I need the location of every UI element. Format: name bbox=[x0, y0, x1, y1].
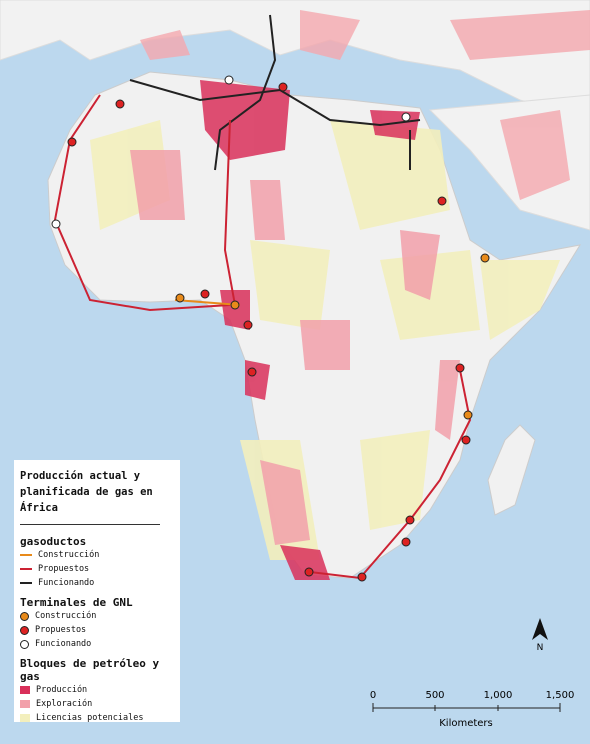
legend-item: Exploración bbox=[20, 697, 174, 711]
pipelines bbox=[53, 14, 472, 580]
scale-label: 1,000 bbox=[484, 690, 513, 701]
legend-item: Funcionando bbox=[20, 576, 174, 590]
north-arrow: N bbox=[532, 618, 548, 653]
legend-item: Propuestos bbox=[20, 562, 174, 576]
legend-item: Construcción bbox=[20, 548, 174, 562]
scale-label: 0 bbox=[370, 690, 376, 701]
legend-item: Funcionando bbox=[20, 637, 174, 651]
lng-terminals bbox=[51, 75, 490, 582]
legend-label: Propuestos bbox=[38, 564, 90, 574]
legend-label: Construcción bbox=[35, 611, 97, 621]
legend-heading: Bloques de petróleo y gas bbox=[20, 657, 160, 683]
scale-unit: Kilometers bbox=[439, 718, 493, 729]
madagascar bbox=[487, 424, 536, 516]
legend-label: Producción bbox=[36, 685, 88, 695]
scale-bar bbox=[372, 703, 561, 712]
legend-heading: gasoductos bbox=[20, 535, 87, 548]
legend-item: Licencias potenciales bbox=[20, 711, 174, 725]
legend-title: Producción actual y planificada de gas e… bbox=[20, 470, 153, 514]
legend-label: Licencias potenciales bbox=[36, 713, 144, 723]
scale-label: 500 bbox=[425, 690, 444, 701]
legend-label: Propuestos bbox=[35, 625, 87, 635]
scale-label: 1,500 bbox=[546, 690, 575, 701]
legend-heading: Terminales de GNL bbox=[20, 596, 133, 609]
legend-label: Construcción bbox=[38, 550, 100, 560]
europe-blocks bbox=[140, 10, 590, 200]
legend-item: Producción bbox=[20, 683, 174, 697]
exploration-blocks bbox=[130, 150, 460, 545]
legend-label: Funcionando bbox=[35, 639, 92, 649]
legend-label: Funcionando bbox=[38, 578, 95, 588]
legend-label: Exploración bbox=[36, 699, 93, 709]
legend-item: Propuestos bbox=[20, 623, 174, 637]
legend: Producción actual y planificada de gas e… bbox=[14, 460, 180, 725]
legend-item: Construcción bbox=[20, 609, 174, 623]
north-label: N bbox=[537, 643, 544, 653]
